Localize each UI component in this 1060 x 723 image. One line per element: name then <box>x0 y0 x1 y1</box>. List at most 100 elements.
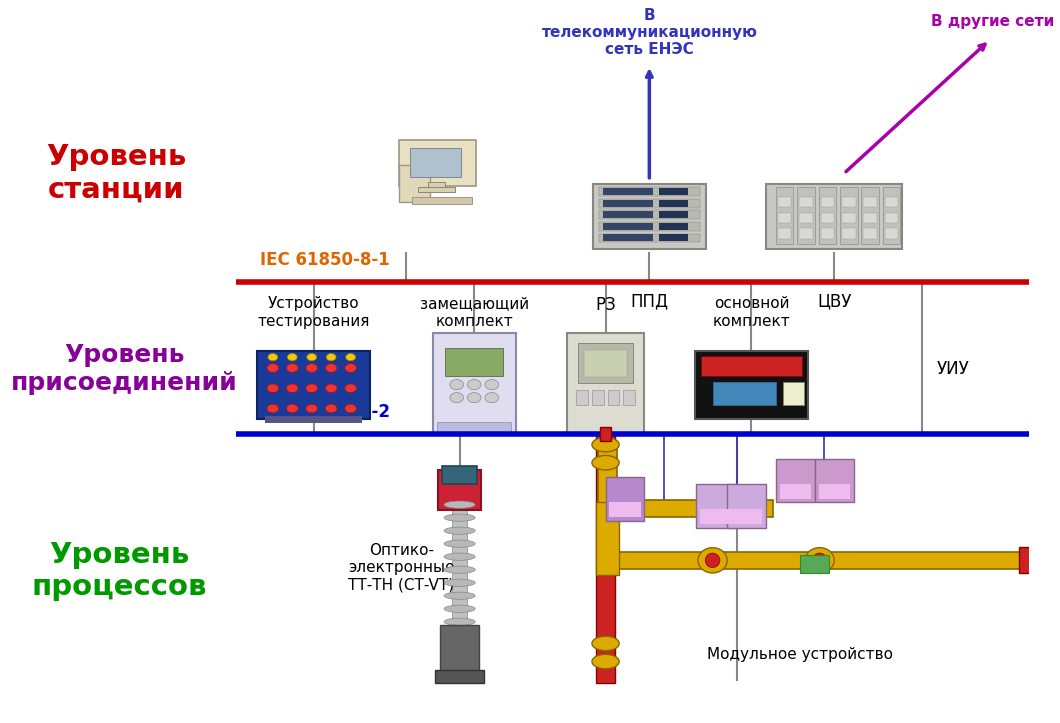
Circle shape <box>467 393 481 403</box>
Bar <box>799 213 813 223</box>
Bar <box>864 228 877 239</box>
Bar <box>885 228 899 239</box>
Bar <box>820 197 834 207</box>
Bar <box>659 234 688 241</box>
Text: Уровень
станции: Уровень станции <box>46 143 187 204</box>
FancyBboxPatch shape <box>400 140 476 186</box>
Bar <box>797 187 815 244</box>
Circle shape <box>267 384 279 393</box>
Bar <box>712 382 776 405</box>
Ellipse shape <box>444 566 475 573</box>
Bar <box>584 350 626 377</box>
Text: РЗ: РЗ <box>595 296 616 315</box>
Ellipse shape <box>444 540 475 547</box>
Ellipse shape <box>705 553 720 568</box>
Ellipse shape <box>812 553 827 568</box>
Bar <box>778 213 792 223</box>
Circle shape <box>306 364 318 372</box>
Circle shape <box>286 384 298 393</box>
Bar <box>842 228 855 239</box>
Circle shape <box>344 384 356 393</box>
FancyBboxPatch shape <box>412 197 473 204</box>
FancyBboxPatch shape <box>400 165 430 202</box>
Ellipse shape <box>591 437 619 452</box>
Bar <box>437 422 511 432</box>
Bar <box>445 348 504 376</box>
Ellipse shape <box>591 654 619 669</box>
Bar <box>596 434 615 683</box>
Ellipse shape <box>697 548 727 573</box>
Bar <box>452 484 467 629</box>
Text: В
телекоммуникационную
сеть ЕНЭС: В телекоммуникационную сеть ЕНЭС <box>542 8 757 57</box>
Bar <box>659 211 688 218</box>
FancyBboxPatch shape <box>410 148 461 177</box>
FancyBboxPatch shape <box>727 484 766 528</box>
Bar <box>885 213 899 223</box>
Circle shape <box>326 354 336 361</box>
Circle shape <box>286 404 298 413</box>
Bar <box>776 187 793 244</box>
FancyBboxPatch shape <box>258 351 370 419</box>
Text: основной
комплект: основной комплект <box>712 296 791 329</box>
Circle shape <box>287 354 297 361</box>
Bar <box>265 416 363 423</box>
FancyBboxPatch shape <box>815 459 853 502</box>
Bar <box>599 234 700 242</box>
Ellipse shape <box>444 514 475 521</box>
Circle shape <box>267 364 279 372</box>
FancyBboxPatch shape <box>593 184 706 249</box>
Text: замещающий
комплект: замещающий комплект <box>420 296 529 329</box>
Text: IEC 61850-8-1: IEC 61850-8-1 <box>260 251 390 269</box>
Circle shape <box>306 404 318 413</box>
Text: Модульное устройство: Модульное устройство <box>707 647 894 662</box>
Bar <box>623 390 635 405</box>
Circle shape <box>306 384 318 393</box>
Bar <box>603 234 653 241</box>
Bar <box>577 390 588 405</box>
Bar <box>799 228 813 239</box>
Ellipse shape <box>444 553 475 560</box>
Bar <box>598 500 773 517</box>
Text: ЦВУ: ЦВУ <box>817 293 851 311</box>
FancyBboxPatch shape <box>418 187 455 192</box>
Circle shape <box>484 380 498 390</box>
Bar <box>883 187 900 244</box>
Bar <box>600 427 612 441</box>
Text: Устройство
тестирования: Устройство тестирования <box>258 296 370 329</box>
Ellipse shape <box>591 455 619 470</box>
Bar <box>603 211 653 218</box>
Bar <box>599 199 700 208</box>
Bar <box>596 502 619 575</box>
Bar <box>864 197 877 207</box>
Bar <box>598 448 617 520</box>
Bar <box>579 343 633 383</box>
Bar <box>885 197 899 207</box>
Text: УИУ: УИУ <box>936 360 969 377</box>
Bar <box>1019 547 1039 573</box>
FancyBboxPatch shape <box>800 555 829 573</box>
Bar <box>659 200 688 207</box>
Circle shape <box>344 364 356 372</box>
Circle shape <box>344 404 356 413</box>
Bar <box>864 213 877 223</box>
Bar <box>731 509 762 524</box>
Bar <box>436 670 484 683</box>
Ellipse shape <box>591 636 619 651</box>
FancyBboxPatch shape <box>695 351 808 419</box>
Ellipse shape <box>444 592 475 599</box>
Bar <box>599 222 700 231</box>
Ellipse shape <box>444 579 475 586</box>
Bar <box>599 187 700 196</box>
FancyBboxPatch shape <box>605 477 644 521</box>
Circle shape <box>449 393 463 403</box>
Bar <box>701 356 802 376</box>
Bar <box>818 187 836 244</box>
Text: Оптико-
электронные
ТТ-ТН (СТ-VT): Оптико- электронные ТТ-ТН (СТ-VT) <box>348 543 455 592</box>
Bar <box>603 188 653 195</box>
Circle shape <box>325 364 337 372</box>
FancyBboxPatch shape <box>427 182 445 188</box>
Bar <box>820 228 834 239</box>
Ellipse shape <box>444 501 475 508</box>
Bar <box>842 213 855 223</box>
Bar <box>591 390 603 405</box>
